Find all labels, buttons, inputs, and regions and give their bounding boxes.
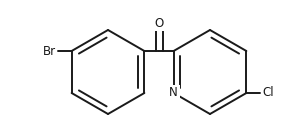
Text: Br: Br	[43, 44, 56, 58]
Text: Cl: Cl	[262, 87, 274, 99]
Text: N: N	[169, 87, 178, 99]
Text: O: O	[154, 17, 164, 30]
